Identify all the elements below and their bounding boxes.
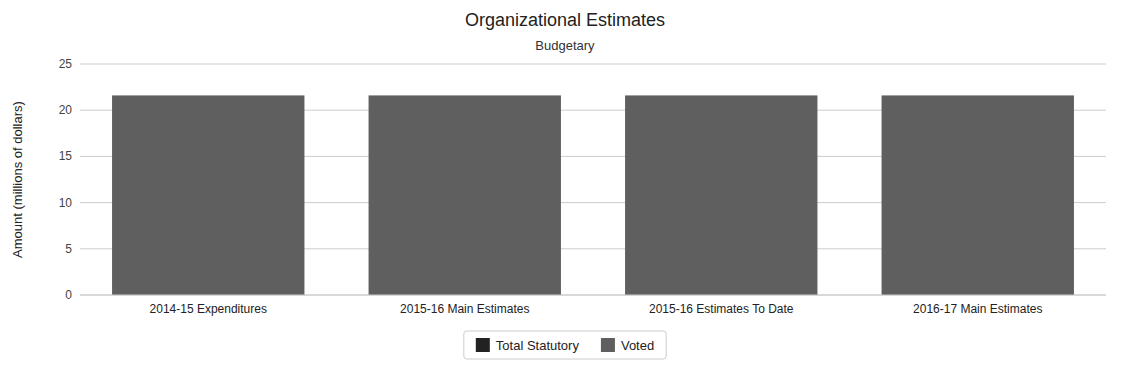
x-tick-label: 2015-16 Main Estimates <box>400 302 529 316</box>
y-tick-label: 10 <box>59 196 73 210</box>
legend-swatch <box>601 338 615 352</box>
bar <box>882 95 1074 295</box>
legend-label: Voted <box>621 338 654 353</box>
title: Organizational Estimates <box>465 10 665 30</box>
y-tick-label: 0 <box>65 288 72 302</box>
legend-frame <box>464 331 666 359</box>
legend-swatch <box>476 338 490 352</box>
x-tick-label: 2014-15 Expenditures <box>150 302 267 316</box>
bars <box>112 95 1074 295</box>
grid-line <box>80 64 1106 65</box>
y-axis-label: Amount (millions of dollars) <box>10 101 25 258</box>
chart: Organizational Estimates Budgetary 0 5 10 15 2… <box>0 0 1130 387</box>
y-axis: 0 5 10 15 20 25 <box>59 57 1106 302</box>
bar <box>625 95 817 295</box>
bar <box>369 95 561 295</box>
chart-container: Organizational Estimates Budgetary 0 5 10 15 2… <box>0 0 1130 387</box>
y-tick-label: 20 <box>59 103 73 117</box>
bar <box>112 95 304 295</box>
grid-line <box>80 295 1106 296</box>
y-tick-label: 5 <box>65 242 72 256</box>
x-axis-line <box>80 295 1106 296</box>
x-tick-label: 2015-16 Estimates To Date <box>649 302 794 316</box>
y-tick-label: 25 <box>59 57 73 71</box>
legend-label: Total Statutory <box>496 338 580 353</box>
x-tick-label: 2016-17 Main Estimates <box>913 302 1042 316</box>
legend: Total Statutory Voted <box>464 331 666 359</box>
y-tick-label: 15 <box>59 149 73 163</box>
x-axis: 2014-15 Expenditures 2015-16 Main Estimat… <box>80 295 1106 316</box>
subtitle: Budgetary <box>535 38 595 53</box>
